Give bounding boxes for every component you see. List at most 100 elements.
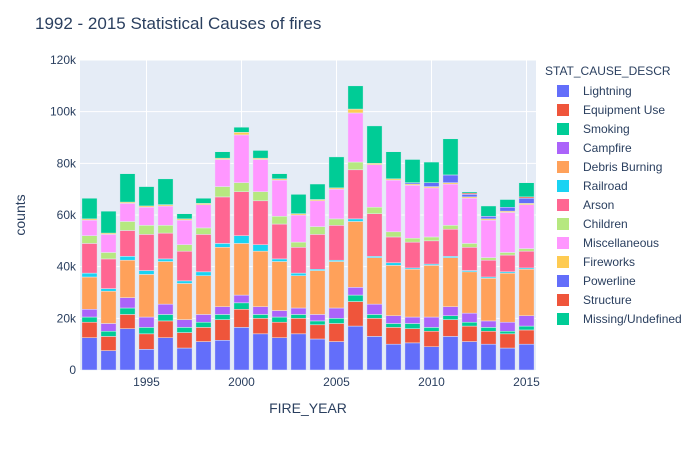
x-tick-label: 2015 — [513, 375, 540, 389]
bar-segment — [176, 280, 193, 284]
bar-segment — [309, 338, 326, 371]
bar-segment — [252, 244, 269, 252]
bar-segment — [423, 327, 440, 332]
bar-segment — [499, 199, 516, 208]
legend-label: Fireworks — [583, 255, 635, 269]
bar-segment — [309, 320, 326, 326]
bar-segment — [233, 309, 250, 328]
y-tick-label: 100k — [50, 105, 77, 119]
bar-segment — [214, 306, 231, 315]
bar-segment — [176, 244, 193, 252]
bar-segment — [214, 151, 231, 159]
bar-segment — [309, 183, 326, 200]
bar-segment — [176, 219, 193, 245]
bar-segment — [195, 341, 212, 371]
bar-segment — [499, 254, 516, 273]
bar-segment — [271, 337, 288, 371]
bar-segment — [176, 213, 193, 220]
bar-segment — [119, 314, 136, 329]
bar-segment — [328, 318, 345, 324]
bar-segment — [81, 272, 98, 278]
bar-segment — [499, 321, 516, 332]
bar-segment — [176, 283, 193, 320]
y-tick-label: 120k — [50, 53, 77, 67]
bar-segment — [195, 314, 212, 323]
bar-segment — [252, 150, 269, 159]
bar-segment — [233, 191, 250, 236]
bar-segment — [233, 327, 250, 371]
bar-segment — [252, 314, 269, 319]
legend-label: Miscellaneous — [583, 236, 659, 250]
bar-segment — [100, 210, 117, 234]
bar-segment — [100, 336, 117, 351]
bar-segment — [195, 321, 212, 328]
bar-segment — [385, 151, 402, 180]
bar-segment — [385, 265, 402, 317]
bar-segment — [290, 318, 307, 335]
bar-segment — [271, 173, 288, 180]
legend-swatch — [557, 161, 569, 173]
bar-segment — [157, 225, 174, 234]
bar-segment — [138, 327, 155, 335]
y-tick-label: 60k — [57, 208, 77, 222]
bar-segment — [385, 315, 402, 324]
legend-swatch — [557, 256, 569, 268]
legend-label: Arson — [583, 198, 614, 212]
bar-segment — [366, 257, 383, 305]
legend-swatch — [557, 218, 569, 230]
bar-segment — [252, 333, 269, 371]
bar-segment — [214, 314, 231, 320]
legend-label: Railroad — [583, 179, 628, 193]
bar-layer — [81, 85, 535, 371]
bar-segment — [252, 159, 269, 193]
bar-segment — [366, 336, 383, 371]
bar-segment — [480, 259, 497, 278]
bar-segment — [290, 333, 307, 371]
bar-segment — [119, 221, 136, 231]
bar-segment — [347, 169, 364, 220]
bar-segment — [347, 218, 364, 222]
bar-segment — [423, 346, 440, 371]
bar-segment — [442, 174, 459, 183]
bar-segment — [518, 248, 535, 252]
bar-segment — [81, 235, 98, 244]
bar-segment — [214, 340, 231, 371]
bar-segment — [309, 314, 326, 322]
bar-segment — [347, 85, 364, 110]
bar-segment — [328, 218, 345, 226]
bar-segment — [480, 219, 497, 258]
legend-swatch — [557, 313, 569, 325]
bar-segment — [328, 225, 345, 261]
bar-segment — [119, 203, 136, 222]
bar-segment — [518, 182, 535, 198]
bar-segment — [480, 216, 497, 220]
bar-segment — [499, 207, 516, 212]
bar-segment — [461, 321, 478, 327]
bar-segment — [328, 307, 345, 319]
bar-segment — [214, 243, 231, 248]
legend-swatch — [557, 123, 569, 135]
bar-segment — [119, 230, 136, 257]
x-tick-label: 2000 — [228, 375, 255, 389]
bar-segment — [328, 156, 345, 189]
y-tick-label: 20k — [57, 311, 77, 325]
bar-segment — [366, 213, 383, 257]
legend-label: Equipment Use — [583, 103, 665, 117]
bar-segment — [480, 205, 497, 217]
legend-title: STAT_CAUSE_DESCR — [545, 64, 671, 78]
legend-swatch — [557, 199, 569, 211]
bar-segment — [309, 324, 326, 340]
bar-segment — [366, 207, 383, 214]
bar-segment — [81, 219, 98, 236]
bar-segment — [290, 272, 307, 276]
legend-label: Debris Burning — [583, 160, 662, 174]
bar-segment — [138, 349, 155, 371]
bar-segment — [119, 307, 136, 315]
bar-segment — [461, 341, 478, 371]
bar-segment — [214, 247, 231, 307]
bar-segment — [176, 347, 193, 371]
bar-segment — [442, 228, 459, 257]
bar-segment — [366, 318, 383, 337]
